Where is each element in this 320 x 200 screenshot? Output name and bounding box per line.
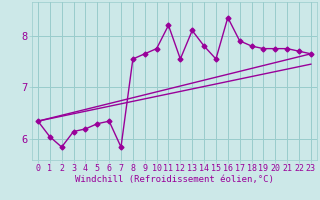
X-axis label: Windchill (Refroidissement éolien,°C): Windchill (Refroidissement éolien,°C) [75,175,274,184]
